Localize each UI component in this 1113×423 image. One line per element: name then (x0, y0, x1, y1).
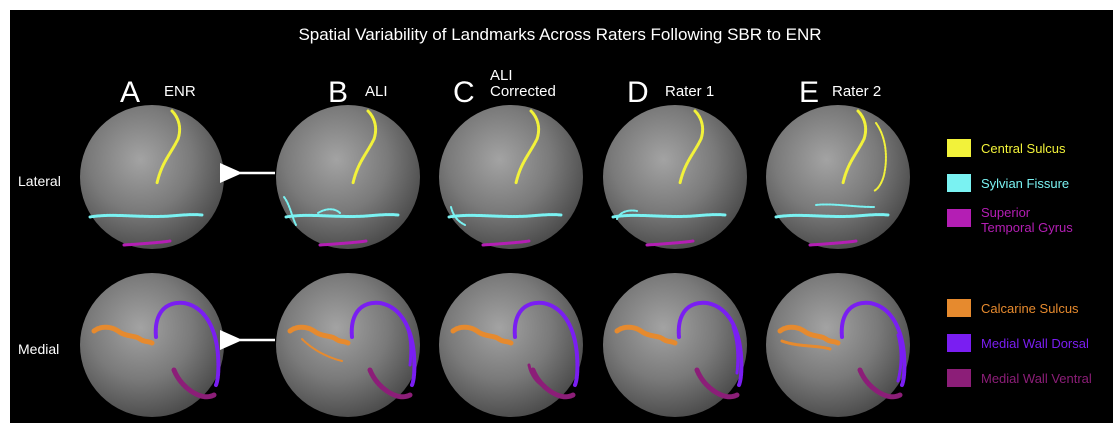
legend-label: Medial Wall Ventral (981, 371, 1092, 386)
landmark-trace (317, 208, 341, 214)
row-label: Medial (18, 341, 59, 357)
landmark-trace (676, 300, 744, 387)
landmark-trace (780, 339, 832, 351)
landmark-trace (839, 300, 907, 387)
landmark-trace (349, 300, 417, 387)
landmark-trace (153, 300, 221, 387)
landmark-trace (447, 213, 563, 219)
lateral-sphere (766, 105, 910, 249)
legend-label: Central Sulcus (981, 141, 1066, 156)
landmark-trace (512, 300, 580, 387)
sphere-grid (80, 105, 910, 417)
lateral-sphere (603, 105, 747, 249)
legend-swatch (947, 209, 971, 227)
lateral-sphere (439, 105, 583, 249)
landmark-trace (808, 239, 858, 247)
landmark-trace (450, 324, 514, 346)
medial-sphere (603, 273, 747, 417)
medial-sphere (439, 273, 583, 417)
landmark-trace (367, 367, 413, 400)
row-labels: Lateral Medial (18, 173, 61, 357)
column-letter: D (627, 76, 649, 109)
column-letter: E (799, 76, 819, 109)
landmark-trace (527, 363, 547, 389)
column-label: Rater 1 (665, 83, 714, 100)
column-label: ENR (164, 83, 196, 100)
medial-sphere (80, 273, 224, 417)
landmark-trace (857, 367, 903, 400)
sphere-surface (276, 105, 420, 249)
column-label: ALI (490, 67, 513, 84)
landmark-trace (530, 367, 576, 400)
lateral-sphere (80, 105, 224, 249)
figure-canvas: Spatial Variability of Landmarks Across … (18, 25, 1092, 417)
column-label: Corrected (490, 83, 556, 100)
figure-panel: Spatial Variability of Landmarks Across … (10, 10, 1113, 423)
figure-title: Spatial Variability of Landmarks Across … (298, 25, 821, 44)
landmark-trace (171, 367, 217, 400)
landmark-trace (774, 213, 890, 219)
landmark-trace (351, 109, 378, 185)
sphere-surface (439, 105, 583, 249)
landmark-trace (841, 109, 868, 185)
column-letter: B (328, 76, 348, 109)
landmark-trace (91, 324, 155, 346)
legend-label: Medial Wall Dorsal (981, 336, 1089, 351)
landmark-trace (815, 203, 875, 208)
legend-swatch (947, 174, 971, 192)
legend: Central Sulcus Sylvian Fissure SuperiorTem… (947, 139, 1092, 387)
landmark-trace (616, 209, 638, 220)
landmark-trace (731, 325, 740, 375)
lateral-sphere (276, 105, 420, 249)
row-label: Lateral (18, 173, 61, 189)
landmark-trace (450, 206, 466, 226)
sphere-surface (766, 105, 910, 249)
landmark-trace (318, 239, 368, 247)
landmark-trace (301, 338, 343, 362)
medial-sphere (276, 273, 420, 417)
column-label: ALI (365, 83, 388, 100)
legend-swatch (947, 299, 971, 317)
landmark-trace (404, 321, 413, 367)
landmark-trace (155, 109, 182, 185)
landmark-trace (611, 213, 727, 219)
column-letter: C (453, 76, 475, 109)
landmark-trace (678, 109, 705, 185)
legend-swatch (947, 369, 971, 387)
column-label: Rater 2 (832, 83, 881, 100)
landmark-trace (481, 239, 531, 247)
legend-label: Temporal Gyrus (981, 220, 1073, 235)
landmark-trace (694, 367, 740, 400)
sphere-surface (80, 105, 224, 249)
landmark-trace (514, 109, 541, 185)
legend-label: Calcarine Sulcus (981, 301, 1079, 316)
landmark-trace (614, 324, 678, 346)
legend-label: Sylvian Fissure (981, 176, 1069, 191)
landmark-trace (645, 239, 695, 247)
column-letter: A (120, 76, 140, 109)
landmark-trace (122, 239, 172, 247)
medial-sphere (766, 273, 910, 417)
landmark-trace (88, 213, 204, 219)
legend-swatch (947, 139, 971, 157)
landmark-trace (777, 324, 841, 346)
landmark-trace (896, 333, 903, 383)
sphere-surface (603, 105, 747, 249)
legend-swatch (947, 334, 971, 352)
landmark-trace (287, 324, 351, 346)
legend-label: Superior (981, 205, 1031, 220)
landmark-trace (283, 196, 297, 226)
landmark-trace (873, 122, 887, 192)
landmark-trace (284, 213, 400, 219)
